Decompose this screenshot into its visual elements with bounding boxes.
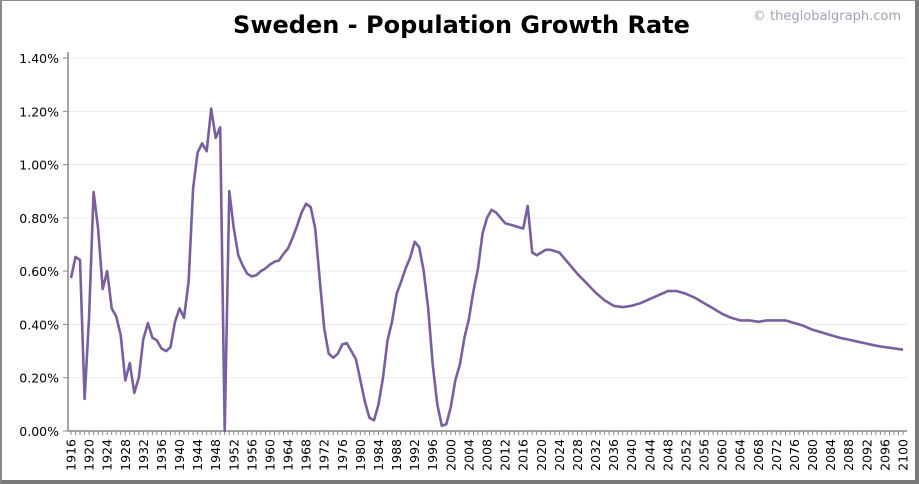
- x-tick-label: 2068: [751, 439, 766, 471]
- x-tick-label: 2020: [534, 439, 549, 471]
- x-tick-label: 1996: [425, 439, 440, 471]
- x-tick-label: 1940: [172, 439, 187, 471]
- x-tick-label: 2028: [570, 439, 585, 471]
- x-tick-label: 2064: [733, 439, 748, 471]
- x-tick-label: 1944: [190, 439, 205, 471]
- x-tick-label: 2032: [588, 439, 603, 471]
- x-tick-label: 1984: [371, 439, 386, 471]
- y-tick-label: 0.00%: [19, 424, 59, 439]
- x-tick-label: 1936: [154, 439, 169, 471]
- x-tick-label: 2092: [859, 439, 874, 471]
- x-tick-label: 2076: [787, 439, 802, 471]
- x-tick-label: 1968: [299, 439, 314, 471]
- x-tick-label: 1928: [118, 439, 133, 471]
- x-tick-label: 2008: [480, 439, 495, 471]
- x-tick-label: 2100: [896, 439, 911, 471]
- x-tick-label: 2088: [841, 439, 856, 471]
- x-tick-label: 1980: [353, 439, 368, 471]
- credit-text: © theglobalgraph.com: [752, 9, 901, 24]
- x-tick-label: 2004: [461, 439, 476, 471]
- y-tick-label: 1.00%: [19, 158, 59, 173]
- x-tick-label: 2036: [606, 439, 621, 471]
- x-tick-label: 1960: [262, 439, 277, 471]
- x-tick-label: 2000: [443, 439, 458, 471]
- x-tick-label: 1920: [82, 439, 97, 471]
- y-tick-label: 0.20%: [19, 371, 59, 386]
- y-tick-label: 0.60%: [19, 264, 59, 279]
- x-tick-label: 2024: [552, 439, 567, 471]
- x-tick-label: 2048: [660, 439, 675, 471]
- x-tick-label: 2072: [769, 439, 784, 471]
- x-tick-label: 2012: [498, 439, 513, 471]
- x-tick-label: 2056: [697, 439, 712, 471]
- x-tick-label: 1964: [281, 439, 296, 471]
- x-tick-label: 1948: [208, 439, 223, 471]
- x-tick-label: 1992: [407, 439, 422, 471]
- x-tick-label: 2084: [823, 439, 838, 471]
- x-tick-label: 1976: [335, 439, 350, 471]
- x-tick-label: 2044: [642, 439, 657, 471]
- series-line: [69, 107, 904, 433]
- y-tick-label: 0.80%: [19, 211, 59, 226]
- x-tick-label: 2060: [715, 439, 730, 471]
- x-tick-label: 1988: [389, 439, 404, 471]
- x-tick-label: 1956: [244, 439, 259, 471]
- x-tick-label: 1972: [317, 439, 332, 471]
- x-tick-label: 1952: [226, 439, 241, 471]
- chart-title: Sweden - Population Growth Rate: [233, 11, 690, 39]
- y-tick-label: 1.20%: [19, 104, 59, 119]
- x-tick-label: 2052: [678, 439, 693, 471]
- x-tick-label: 1924: [100, 439, 115, 471]
- x-tick-label: 1932: [136, 439, 151, 471]
- y-tick-label: 1.40%: [19, 51, 59, 66]
- y-tick-label: 0.40%: [19, 317, 59, 332]
- x-tick-label: 2040: [624, 439, 639, 471]
- x-tick-label: 1916: [64, 439, 79, 471]
- x-tick-label: 2080: [805, 439, 820, 471]
- x-tick-label: 2016: [516, 439, 531, 471]
- x-tick-label: 2096: [877, 439, 892, 471]
